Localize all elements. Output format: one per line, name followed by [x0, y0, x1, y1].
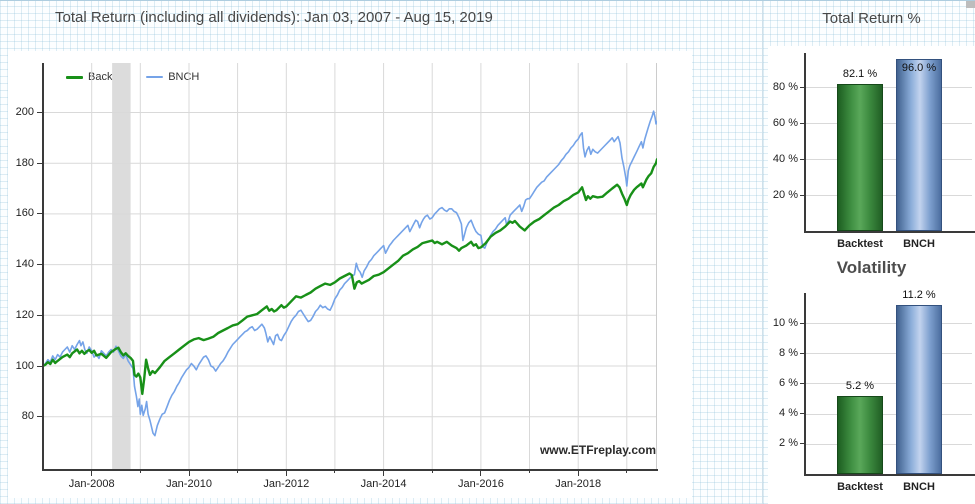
bar-y-tick-label: 6 %: [779, 376, 798, 389]
backtest-series-line: [41, 158, 659, 396]
bar-x-axis: [804, 231, 975, 233]
line-chart-svg: [41, 63, 659, 469]
x-tick-label: Jan-2018: [555, 478, 602, 490]
bar-y-tick-label: 4 %: [779, 407, 798, 420]
bar-gridline: [805, 195, 972, 197]
bar-category-label: BNCH: [903, 238, 935, 250]
bar-gridline: [805, 413, 972, 415]
bnch-line-swatch-icon: [146, 76, 164, 78]
bar-value-label: 96.0 %: [901, 61, 937, 74]
total-return-chart-title: Total Return %: [822, 10, 921, 27]
shaded-band: [112, 63, 131, 469]
x-tick-label: Jan-2016: [457, 478, 504, 490]
bar-gridline: [805, 353, 972, 355]
y-tick-label: 100: [15, 359, 34, 372]
bar-y-tick: [800, 352, 805, 354]
bar-backtest: [837, 83, 883, 231]
y-tick: [37, 264, 43, 266]
y-axis-line: [42, 63, 44, 470]
legend-item-bnch: BNCH: [146, 71, 199, 83]
bar-y-tick-label: 2 %: [779, 437, 798, 450]
x-tick-label: Jan-2014: [360, 478, 407, 490]
volatility-chart-title: Volatility: [836, 258, 907, 277]
bar-category-label: BNCH: [903, 481, 935, 493]
y-tick-label: 80: [21, 410, 34, 423]
x-minor-tick: [334, 469, 336, 473]
x-tick-label: Jan-2012: [263, 478, 310, 490]
bar-gridline: [805, 87, 972, 89]
volatility-bar-chart: 2 % 4 % 6 % 8 % 10 % 5.2 % Backtest 11.2 % BNCH: [768, 46, 975, 504]
x-axis-line: [42, 469, 658, 471]
bar-y-tick-label: 40 %: [772, 152, 798, 165]
y-tick-label: 160: [15, 207, 34, 220]
x-tick: [577, 469, 579, 476]
x-minor-tick: [431, 469, 433, 473]
x-minor-tick: [237, 469, 239, 473]
y-tick-label: 120: [15, 308, 34, 321]
y-tick: [37, 162, 43, 164]
bar-y-tick: [800, 158, 805, 160]
bar-y-tick: [800, 86, 805, 88]
scrollbar-fragment[interactable]: [966, 1, 975, 8]
legend-label-bnch: BNCH: [168, 71, 200, 83]
bar-y-axis: [804, 293, 806, 475]
bar-gridline: [805, 383, 972, 385]
y-tick: [37, 365, 43, 367]
bar-x-axis: [804, 474, 975, 476]
page-title: Total Return (including all dividends): …: [55, 9, 493, 26]
y-tick: [37, 213, 43, 215]
x-tick: [188, 469, 190, 476]
y-tick-label: 140: [15, 258, 34, 271]
x-minor-tick: [139, 469, 141, 473]
backtest-line-swatch-icon: [66, 75, 83, 79]
y-tick: [37, 314, 43, 316]
bar-y-tick-label: 10 %: [772, 316, 798, 329]
bar-y-tick-label: 20 %: [772, 188, 798, 201]
etfreplay-watermark: www.ETFreplay.com: [539, 443, 656, 457]
bar-y-tick: [800, 194, 805, 196]
bar-gridline: [805, 323, 972, 324]
y-tick: [37, 416, 43, 418]
bar-y-tick: [800, 382, 805, 384]
bar-y-tick-label: 80 %: [772, 80, 798, 93]
bar-category-label: Backtest: [837, 238, 883, 250]
bar-backtest: [837, 395, 883, 474]
bar-y-tick-label: 8 %: [779, 346, 798, 359]
bnch-series-line: [42, 110, 658, 437]
y-tick-label: 180: [15, 156, 34, 169]
bar-y-tick: [800, 322, 805, 324]
x-minor-tick: [529, 469, 530, 473]
bar-gridline: [805, 159, 972, 161]
bar-category-label: Backtest: [837, 481, 883, 493]
x-tick: [480, 469, 482, 476]
x-tick-label: Jan-2008: [68, 478, 115, 490]
total-return-bar-chart: 20 % 40 % 60 % 80 % 82.1 % Backtest 96.0 % BNCH: [768, 46, 975, 296]
bar-y-axis: [804, 53, 806, 232]
x-tick-label: Jan-2010: [166, 478, 212, 490]
x-tick: [91, 469, 93, 476]
x-tick: [383, 469, 385, 476]
bar-y-tick: [800, 443, 805, 445]
bar-value-label: 5.2 %: [845, 379, 875, 392]
x-minor-tick: [626, 469, 628, 473]
y-tick: [37, 112, 43, 113]
x-tick: [285, 469, 287, 476]
bar-value-label: 11.2 %: [902, 288, 936, 301]
bar-y-tick: [800, 122, 805, 124]
bar-bnch: [896, 304, 942, 474]
bar-bnch: [896, 58, 942, 231]
bar-value-label: 82.1 %: [842, 67, 878, 80]
y-tick-label: 200: [15, 106, 34, 118]
bar-y-tick: [800, 413, 805, 415]
summary-bar-charts-panel: 20 % 40 % 60 % 80 % 82.1 % Backtest 96.0 % BNCH…: [768, 46, 975, 504]
bar-gridline: [805, 443, 972, 445]
bar-y-tick-label: 60 %: [772, 116, 798, 129]
line-plot-area: [41, 63, 659, 469]
total-return-line-chart: Backtest BNCH 80 100 120 140 160 180 200 Jan-20…: [8, 51, 692, 498]
column-divider: [762, 1, 763, 504]
bar-gridline: [805, 123, 972, 125]
